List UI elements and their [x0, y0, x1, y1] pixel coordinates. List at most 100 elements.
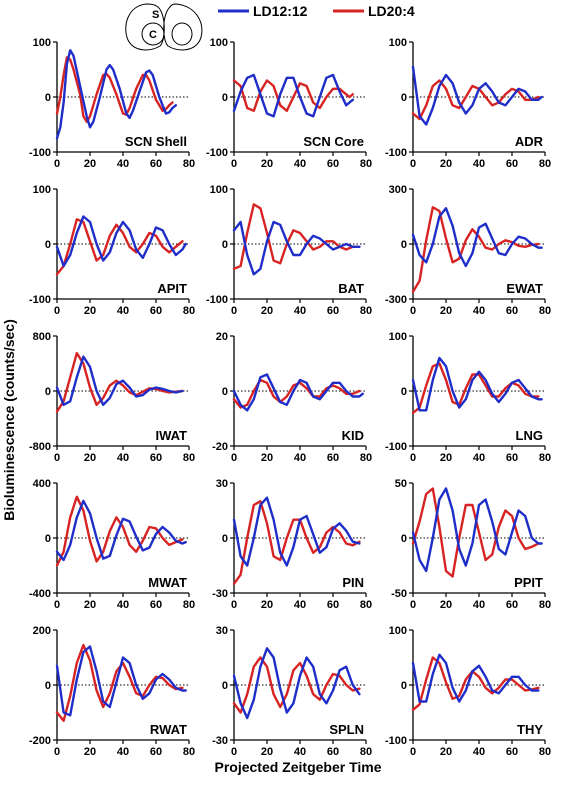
series-line-ld20-4-scn-core	[232, 79, 354, 113]
x-tick-label-kid: 40	[294, 452, 306, 464]
brain-right-lobe	[163, 3, 203, 51]
y-tick-label-mwat: 400	[33, 478, 51, 490]
y-tick-label-apit: -100	[29, 294, 51, 306]
series-line-ld12-12-thy	[411, 653, 540, 703]
series-line-ld20-4-scn-shell	[55, 56, 174, 124]
x-tick-label-mwat: 40	[117, 599, 129, 611]
y-tick-label-ppit: 0	[401, 533, 407, 545]
series-line-ld12-12-pin	[232, 496, 361, 567]
y-tick-label-kid: 0	[222, 386, 228, 398]
panel-label-ppit: PPIT	[514, 575, 543, 590]
y-tick-label-scn-core: 0	[222, 92, 228, 104]
x-tick-label-adr: 0	[410, 158, 416, 170]
y-tick-label-thy: -100	[385, 735, 407, 747]
x-tick-label-apit: 60	[150, 305, 162, 317]
x-tick-label-thy: 80	[539, 746, 551, 758]
x-tick-label-mwat: 0	[54, 599, 60, 611]
series-line-ld12-12-kid	[232, 373, 364, 412]
series-line-ld12-12-lng	[411, 356, 543, 412]
legend: LD12:12 LD20:4	[218, 3, 415, 19]
x-tick-label-ppit: 0	[410, 599, 416, 611]
y-tick-label-lng: 100	[389, 331, 407, 343]
y-tick-label-ppit: 50	[395, 478, 407, 490]
x-tick-label-scn-core: 40	[294, 158, 306, 170]
x-tick-label-pin: 80	[360, 599, 372, 611]
y-tick-label-ewat: 0	[401, 239, 407, 251]
series-line-ld12-12-ewat	[411, 207, 543, 268]
panel-label-mwat: MWAT	[148, 575, 187, 590]
x-tick-label-bat: 20	[261, 305, 273, 317]
x-tick-label-thy: 60	[506, 746, 518, 758]
x-tick-label-adr: 80	[539, 158, 551, 170]
x-tick-label-adr: 20	[440, 158, 452, 170]
y-tick-label-pin: -30	[212, 588, 228, 600]
x-tick-label-thy: 20	[440, 746, 452, 758]
series-line-ld12-12-adr	[411, 65, 543, 126]
x-tick-label-ppit: 20	[440, 599, 452, 611]
x-tick-label-rwat: 60	[150, 746, 162, 758]
y-tick-label-lng: -100	[385, 441, 407, 453]
y-axis-title: Bioluminescence (counts/sec)	[1, 319, 17, 521]
series-line-ld12-12-scn-shell	[55, 49, 178, 140]
series-line-ld12-12-mwat	[55, 499, 187, 562]
panel-label-bat: BAT	[338, 281, 364, 296]
x-tick-label-lng: 60	[506, 452, 518, 464]
y-tick-label-spln: -30	[212, 735, 228, 747]
y-tick-label-scn-core: -100	[206, 147, 228, 159]
x-tick-label-iwat: 80	[183, 452, 195, 464]
panel-label-scn-shell: SCN Shell	[125, 134, 187, 149]
y-tick-label-iwat: 800	[33, 331, 51, 343]
x-tick-label-spln: 0	[231, 746, 237, 758]
x-tick-label-ppit: 40	[473, 599, 485, 611]
x-tick-label-scn-core: 80	[360, 158, 372, 170]
brain-shell-label: S	[152, 9, 159, 21]
y-tick-label-apit: 0	[45, 239, 51, 251]
x-tick-label-apit: 0	[54, 305, 60, 317]
x-tick-label-mwat: 80	[183, 599, 195, 611]
y-tick-label-ewat: 300	[389, 184, 407, 196]
x-tick-label-rwat: 0	[54, 746, 60, 758]
series-line-ld12-12-ppit	[411, 487, 543, 573]
x-tick-label-scn-shell: 60	[150, 158, 162, 170]
x-tick-label-kid: 60	[327, 452, 339, 464]
x-tick-label-iwat: 60	[150, 452, 162, 464]
y-tick-label-scn-shell: -100	[29, 147, 51, 159]
y-tick-label-spln: 0	[222, 680, 228, 692]
legend-label-ld12: LD12:12	[253, 3, 308, 19]
series-line-ld20-4-pin	[232, 500, 361, 585]
x-tick-label-pin: 40	[294, 599, 306, 611]
y-tick-label-adr: 0	[401, 92, 407, 104]
y-tick-label-thy: 0	[401, 680, 407, 692]
y-tick-label-ppit: -50	[391, 588, 407, 600]
x-tick-label-bat: 80	[360, 305, 372, 317]
y-tick-label-kid: -20	[212, 441, 228, 453]
y-tick-label-bat: 100	[210, 184, 228, 196]
x-tick-label-mwat: 60	[150, 599, 162, 611]
x-axis-title: Projected Zeitgeber Time	[214, 759, 381, 775]
brain-core-label: C	[149, 29, 157, 41]
x-tick-label-thy: 0	[410, 746, 416, 758]
series-line-ld20-4-bat	[232, 203, 361, 270]
panel-label-pin: PIN	[342, 575, 364, 590]
x-tick-label-pin: 0	[231, 599, 237, 611]
x-tick-label-pin: 20	[261, 599, 273, 611]
x-tick-label-kid: 80	[360, 452, 372, 464]
brain-schematic: S C	[125, 3, 203, 51]
x-tick-label-bat: 40	[294, 305, 306, 317]
y-tick-label-mwat: 0	[45, 533, 51, 545]
x-tick-label-spln: 60	[327, 746, 339, 758]
x-tick-label-scn-shell: 80	[183, 158, 195, 170]
panel-label-adr: ADR	[515, 134, 544, 149]
